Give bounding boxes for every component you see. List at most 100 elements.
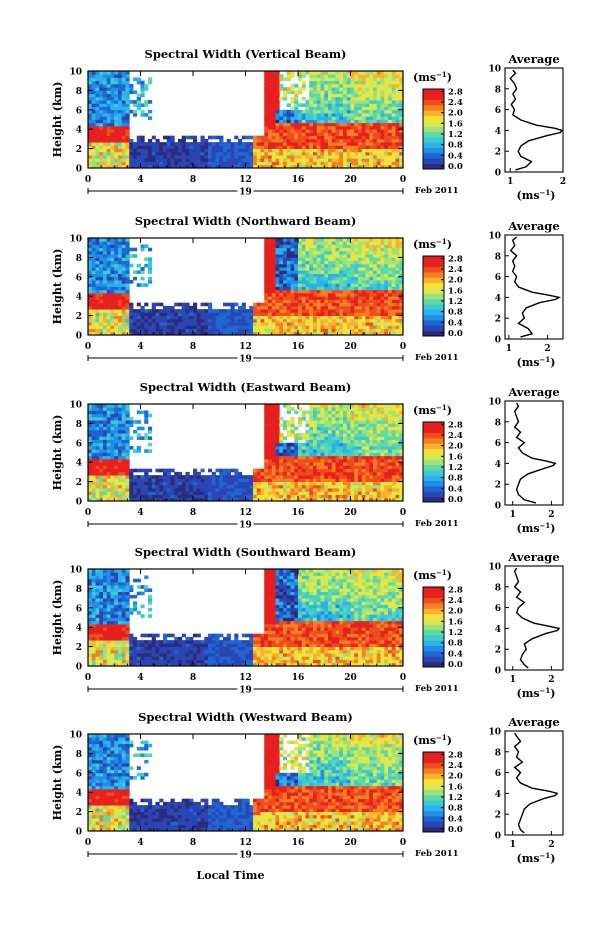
heatmap-cell [395, 318, 400, 323]
heatmap-cell [268, 257, 273, 262]
heatmap-cell [369, 296, 374, 300]
heatmap-cell [88, 135, 93, 140]
heatmap-cell [343, 164, 348, 169]
heatmap-cell [309, 318, 314, 323]
heatmap-cell [129, 325, 134, 329]
heatmap-cell [279, 475, 284, 479]
heatmap-cell [395, 296, 400, 300]
heatmap-cell [271, 481, 276, 486]
heatmap-cell [185, 322, 190, 326]
heatmap-cell [88, 484, 93, 489]
heatmap-cell [159, 164, 164, 169]
heatmap-cell [290, 161, 295, 166]
heatmap-cell [118, 475, 123, 479]
heatmap-cell [125, 433, 130, 437]
heatmap-cell [286, 318, 291, 323]
heatmap-cell [331, 87, 336, 91]
heatmap-cell [376, 276, 381, 281]
heatmap-cell [395, 77, 400, 82]
heatmap-cell [365, 241, 370, 245]
heatmap-cell [294, 116, 299, 120]
heatmap-cell [238, 151, 243, 156]
heatmap-cell [358, 318, 363, 323]
heatmap-cell [106, 241, 111, 245]
heatmap-cell [294, 132, 299, 137]
heatmap-cell [305, 497, 310, 502]
heatmap-cell [136, 142, 141, 146]
heatmap-cell [99, 439, 104, 444]
heatmap-cell [215, 158, 220, 162]
heatmap-cell [163, 151, 168, 156]
heatmap-cell [395, 322, 400, 326]
heatmap-cell [346, 142, 351, 146]
heatmap-cell [354, 119, 359, 124]
heatmap-cell [331, 302, 336, 307]
heatmap-cell [313, 80, 318, 85]
heatmap-cell [309, 119, 314, 124]
heatmap-cell [260, 481, 265, 486]
heatmap-cell [350, 109, 355, 114]
heatmap-cell [335, 87, 340, 91]
heatmap-cell [129, 315, 134, 320]
heatmap-cell [118, 484, 123, 489]
heatmap-cell [114, 491, 119, 495]
heatmap-cell [114, 471, 119, 476]
heatmap-cell [238, 471, 243, 476]
heatmap-cell [346, 100, 351, 104]
heatmap-cell [106, 267, 111, 271]
heatmap-cell [324, 129, 329, 133]
heatmap-cell [88, 452, 93, 457]
heatmap-cell [99, 423, 104, 428]
heatmap-cell [264, 497, 269, 502]
heatmap-cell [103, 106, 108, 111]
heatmap-cell [395, 119, 400, 124]
heatmap-cell [283, 305, 288, 310]
heatmap-cell [271, 83, 276, 88]
heatmap-cell [275, 254, 280, 258]
heatmap-cell [316, 93, 321, 98]
heatmap-cell [268, 289, 273, 294]
heatmap-cell [298, 449, 303, 453]
heatmap-cell [346, 161, 351, 166]
heatmap-cell [365, 292, 370, 297]
heatmap-cell [91, 491, 96, 495]
heatmap-cell [103, 96, 108, 101]
heatmap-cell [313, 439, 318, 444]
heatmap-cell [121, 465, 126, 470]
heatmap-cell [163, 331, 168, 336]
heatmap-cell [275, 132, 280, 137]
heatmap-cell [125, 446, 130, 450]
heatmap-cell [365, 103, 370, 107]
heatmap-cell [346, 96, 351, 101]
heatmap-cell [298, 420, 303, 424]
heatmap-cell [316, 497, 321, 502]
heatmap-cell [388, 77, 393, 82]
heatmap-cell [335, 260, 340, 265]
heatmap-cell [309, 433, 314, 437]
heatmap-cell [223, 481, 228, 486]
heatmap-cell [309, 325, 314, 329]
heatmap-cell [361, 238, 366, 242]
heatmap-cell [395, 87, 400, 91]
heatmap-cell [241, 309, 246, 313]
heatmap-cell [279, 309, 284, 313]
heatmap-cell [110, 93, 115, 98]
heatmap-cell [358, 138, 363, 143]
heatmap-cell [294, 331, 299, 336]
heatmap-cell [358, 93, 363, 98]
heatmap-cell [309, 158, 314, 162]
heatmap-cell [275, 276, 280, 281]
heatmap-cell [301, 122, 306, 127]
heatmap-cell [399, 273, 404, 278]
heatmap-cell [350, 145, 355, 149]
heatmap-cell [91, 132, 96, 137]
heatmap-cell [279, 462, 284, 466]
heatmap-cell [369, 263, 374, 268]
heatmap-cell [226, 142, 231, 146]
heatmap-cell [260, 322, 265, 326]
heatmap-cell [324, 452, 329, 457]
heatmap-cell [298, 71, 303, 75]
heatmap-cell [230, 155, 235, 159]
heatmap-cell [155, 138, 160, 143]
heatmap-cell [343, 103, 348, 107]
